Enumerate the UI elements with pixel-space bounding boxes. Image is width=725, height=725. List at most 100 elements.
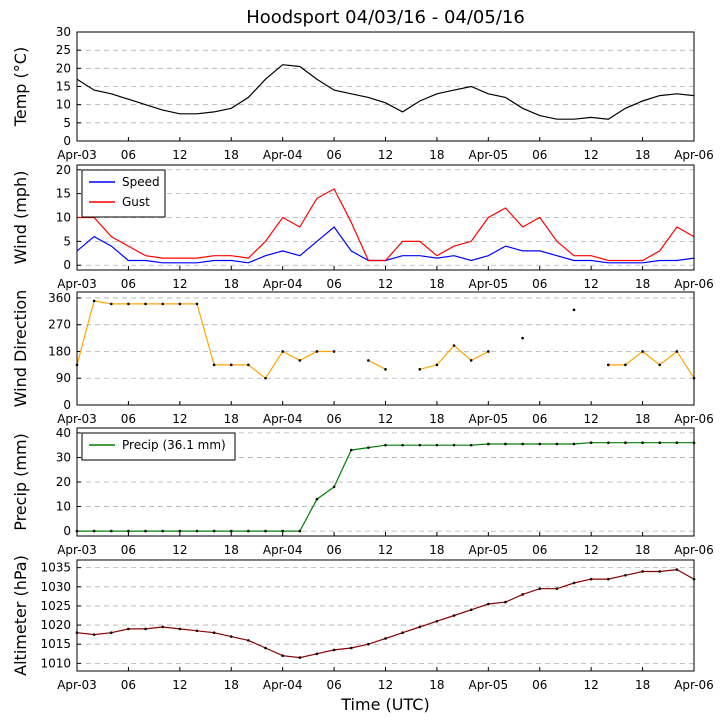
x-tick-label: 12 xyxy=(584,277,599,291)
data-point xyxy=(521,442,524,446)
data-point xyxy=(127,529,130,533)
x-tick-label: 06 xyxy=(532,412,547,426)
x-tick-label: 18 xyxy=(635,148,650,162)
data-point xyxy=(487,350,490,353)
data-point xyxy=(161,625,164,629)
data-point xyxy=(418,368,422,371)
x-tick-label: Apr-04 xyxy=(263,678,303,692)
y-tick-label: 1035 xyxy=(40,561,71,575)
x-tick-label: Apr-06 xyxy=(674,412,714,426)
x-tick-label: 18 xyxy=(635,412,650,426)
plot-frame xyxy=(76,427,695,537)
data-point xyxy=(401,631,404,635)
data-point xyxy=(555,442,559,446)
x-tick-label: 12 xyxy=(172,543,187,557)
data-point xyxy=(607,363,610,367)
data-point xyxy=(435,443,439,447)
data-point xyxy=(212,529,216,533)
x-tick-label: Apr-03 xyxy=(57,277,97,291)
data-point xyxy=(401,443,404,447)
data-point xyxy=(572,442,576,446)
x-tick-label: 18 xyxy=(429,678,444,692)
data-point xyxy=(315,652,319,656)
data-point xyxy=(127,627,130,631)
x-tick-label: 18 xyxy=(224,543,239,557)
data-point xyxy=(538,587,542,591)
y-tick-label: 25 xyxy=(56,43,71,57)
data-point xyxy=(264,376,267,380)
data-point xyxy=(109,631,113,635)
data-point xyxy=(229,529,233,533)
x-tick-label: Apr-04 xyxy=(263,543,303,557)
x-tick-label: 12 xyxy=(584,412,599,426)
data-point xyxy=(92,529,96,533)
y-tick-label: 5 xyxy=(63,234,71,248)
x-tick-label: 18 xyxy=(224,148,239,162)
y-tick-label: 10 xyxy=(56,98,71,112)
x-tick-label: 18 xyxy=(635,277,650,291)
x-tick-label: 18 xyxy=(429,277,444,291)
x-tick-label: 12 xyxy=(172,412,187,426)
y-tick-label: 15 xyxy=(56,187,71,201)
y-tick-label: 1015 xyxy=(40,637,71,651)
y-tick-label: 1030 xyxy=(40,580,71,594)
data-point xyxy=(178,302,182,306)
data-point xyxy=(161,302,164,306)
data-point xyxy=(349,646,353,650)
data-point xyxy=(264,529,267,533)
x-tick-label: 18 xyxy=(224,678,239,692)
x-tick-label: 12 xyxy=(378,412,393,426)
x-tick-label: 12 xyxy=(584,148,599,162)
data-point xyxy=(504,600,507,604)
y-tick-label: 0 xyxy=(63,134,71,148)
x-tick-label: Apr-05 xyxy=(469,412,509,426)
legend-label: Speed xyxy=(122,175,160,189)
x-tick-label: Apr-05 xyxy=(469,678,509,692)
data-point xyxy=(161,529,164,533)
data-point xyxy=(607,441,610,445)
y-tick-label: 20 xyxy=(56,163,71,177)
x-tick-label: Apr-06 xyxy=(674,543,714,557)
x-tick-label: 12 xyxy=(378,678,393,692)
x-tick-label: Apr-03 xyxy=(57,543,97,557)
x-tick-label: 12 xyxy=(378,277,393,291)
x-tick-label: Apr-05 xyxy=(469,277,509,291)
data-point xyxy=(195,529,199,533)
data-point xyxy=(144,302,147,306)
y-axis-label: Temp (°C) xyxy=(11,47,30,127)
data-point xyxy=(521,593,524,596)
y-tick-label: 0 xyxy=(63,398,71,412)
x-tick-label: 12 xyxy=(172,277,187,291)
legend-box xyxy=(81,432,236,461)
data-point xyxy=(92,299,96,303)
data-point xyxy=(641,350,644,353)
x-tick-label: Apr-06 xyxy=(674,277,714,291)
series-line xyxy=(76,64,695,120)
y-tick-label: 1010 xyxy=(40,656,71,670)
data-point xyxy=(212,631,216,635)
data-point xyxy=(487,442,490,446)
data-point xyxy=(332,350,336,353)
data-point xyxy=(538,442,542,446)
x-tick-label: Apr-04 xyxy=(263,277,303,291)
x-tick-label: Apr-03 xyxy=(57,148,97,162)
legend-label: Precip (36.1 mm) xyxy=(122,438,226,452)
data-point xyxy=(555,587,559,591)
y-tick-label: 180 xyxy=(48,344,71,358)
y-tick-label: 1020 xyxy=(40,618,71,632)
x-tick-label: 18 xyxy=(429,543,444,557)
x-tick-label: 12 xyxy=(378,148,393,162)
x-tick-label: 12 xyxy=(584,678,599,692)
x-tick-label: 06 xyxy=(532,543,547,557)
data-point xyxy=(658,570,662,573)
data-point xyxy=(452,614,456,617)
x-tick-label: Apr-03 xyxy=(57,412,97,426)
x-tick-label: Apr-06 xyxy=(674,678,714,692)
data-point xyxy=(452,344,456,347)
data-point xyxy=(469,359,473,362)
x-tick-label: Apr-03 xyxy=(57,678,97,692)
data-point xyxy=(281,350,284,353)
data-point xyxy=(109,302,113,306)
data-point xyxy=(658,363,662,367)
y-tick-label: 20 xyxy=(56,61,71,75)
